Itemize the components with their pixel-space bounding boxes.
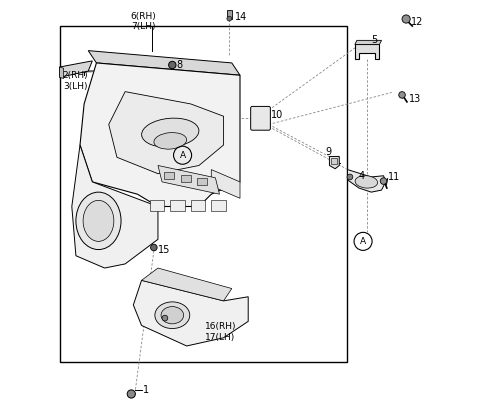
Text: 12: 12 — [411, 17, 423, 27]
Text: 10: 10 — [271, 110, 283, 121]
Text: 13: 13 — [409, 94, 421, 104]
Text: 2(RH)
3(LH): 2(RH) 3(LH) — [63, 71, 88, 90]
Text: 16(RH)
17(LH): 16(RH) 17(LH) — [205, 322, 237, 342]
Bar — [331, 158, 337, 164]
Bar — [191, 200, 205, 211]
Ellipse shape — [161, 306, 183, 324]
Polygon shape — [60, 67, 64, 78]
Text: A: A — [360, 237, 366, 246]
Bar — [164, 173, 174, 179]
Circle shape — [162, 315, 168, 321]
Polygon shape — [72, 145, 158, 268]
Circle shape — [402, 15, 410, 23]
Polygon shape — [329, 157, 339, 169]
FancyBboxPatch shape — [251, 107, 270, 130]
Circle shape — [168, 61, 176, 69]
Circle shape — [380, 178, 387, 184]
Text: 15: 15 — [158, 245, 170, 255]
Polygon shape — [355, 40, 382, 45]
Text: 1: 1 — [143, 385, 149, 395]
Polygon shape — [88, 51, 240, 75]
Text: A: A — [180, 151, 186, 160]
Polygon shape — [355, 45, 380, 59]
Text: 8: 8 — [177, 60, 182, 70]
Ellipse shape — [155, 302, 190, 328]
Circle shape — [399, 92, 405, 98]
Polygon shape — [142, 268, 232, 301]
Polygon shape — [80, 63, 240, 206]
Bar — [60, 26, 347, 362]
Text: 5: 5 — [371, 36, 378, 45]
Text: 6(RH)
7(LH): 6(RH) 7(LH) — [131, 12, 156, 31]
Bar — [170, 200, 185, 211]
Polygon shape — [60, 61, 92, 77]
Text: 4: 4 — [359, 171, 365, 181]
Bar — [211, 200, 226, 211]
Bar — [197, 178, 207, 185]
Text: 9: 9 — [325, 147, 332, 157]
Ellipse shape — [154, 133, 187, 149]
Text: 11: 11 — [388, 172, 400, 182]
Bar — [227, 9, 232, 19]
Ellipse shape — [83, 200, 114, 241]
Circle shape — [347, 174, 353, 180]
Circle shape — [151, 244, 157, 251]
Polygon shape — [348, 170, 385, 192]
Ellipse shape — [76, 192, 121, 249]
Bar — [180, 176, 191, 182]
Ellipse shape — [355, 176, 378, 188]
Polygon shape — [211, 170, 240, 198]
Circle shape — [127, 390, 135, 398]
Bar — [150, 200, 164, 211]
Polygon shape — [158, 166, 219, 194]
Ellipse shape — [142, 118, 199, 147]
Text: 14: 14 — [235, 12, 247, 21]
Polygon shape — [109, 92, 224, 174]
Circle shape — [227, 16, 232, 21]
Polygon shape — [133, 280, 248, 346]
